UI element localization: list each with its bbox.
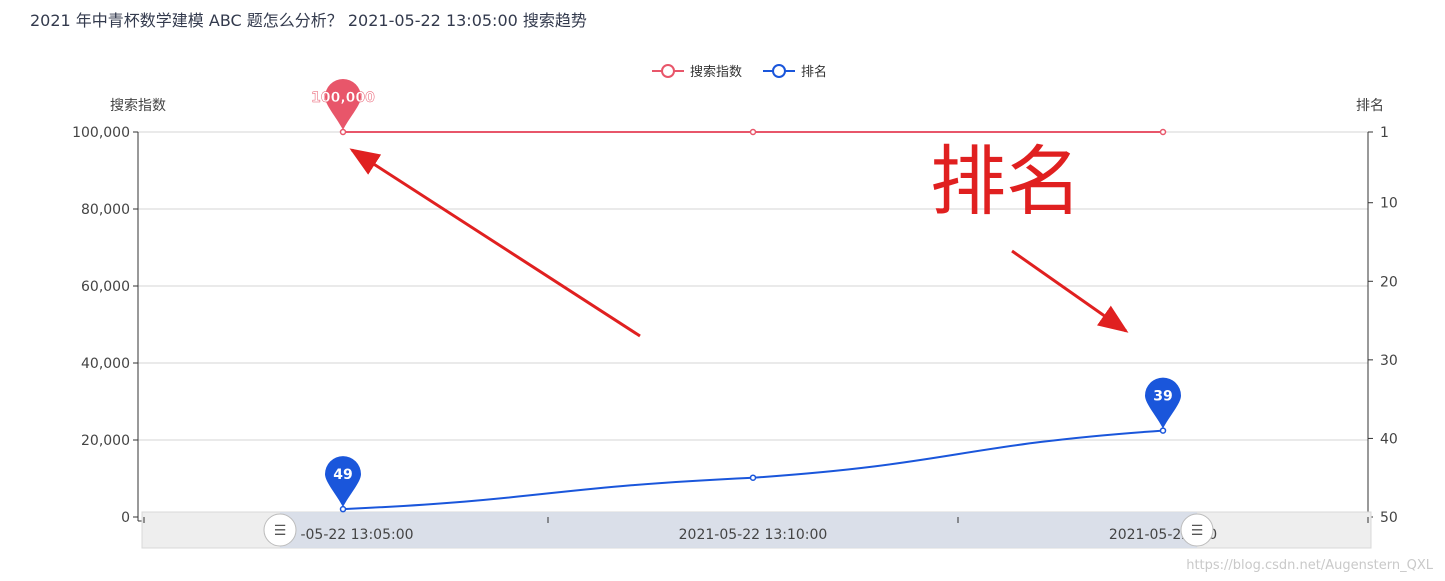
- data-point[interactable]: [1159, 128, 1167, 136]
- handle-grip-icon: ☰: [1191, 523, 1204, 539]
- right-tick-label: 30: [1380, 353, 1398, 369]
- data-point[interactable]: [339, 128, 347, 136]
- page-title: 2021 年中青杯数学建模 ABC 题怎么分析？ 2021-05-22 13:0…: [30, 11, 587, 30]
- marker-label: 100,000: [311, 90, 375, 106]
- data-zoom-left-handle[interactable]: ☰: [263, 513, 297, 547]
- legend-circle-icon: [772, 64, 786, 78]
- x-tick-label: -05-22 13:05:00: [300, 527, 413, 543]
- data-zoom-right-handle-knob[interactable]: [1180, 513, 1214, 547]
- data-point[interactable]: [749, 128, 757, 136]
- marker-label: 49: [333, 467, 352, 483]
- annotation-arrow-up: [349, 148, 641, 338]
- legend-label: 搜索指数: [690, 65, 742, 80]
- annotation-text: 排名: [930, 137, 1082, 226]
- left-tick-label: 40,000: [81, 356, 130, 372]
- legend-item-rank[interactable]: 排名: [763, 64, 827, 80]
- series-layer: [339, 128, 1167, 513]
- data-point[interactable]: [749, 474, 757, 481]
- left-tick-label: 0: [121, 510, 130, 526]
- x-tick-label: 2021-05-22 13:10:00: [679, 527, 828, 543]
- marker-label: 39: [1153, 389, 1172, 405]
- left-y-ticks: 0 20,000 40,000 60,000 80,000 100,000: [72, 125, 138, 526]
- left-y-axis-label: 搜索指数: [110, 97, 166, 114]
- grid-lines: [138, 131, 1368, 441]
- series-line-1: [342, 429, 1164, 511]
- right-y-axis-label: 排名: [1356, 98, 1384, 114]
- handle-grip-icon: ☰: [274, 523, 287, 539]
- left-tick-label: 100,000: [72, 125, 130, 141]
- legend-item-search-index[interactable]: 搜索指数: [652, 64, 742, 80]
- left-tick-label: 80,000: [81, 202, 130, 218]
- right-y-ticks: 1 10 20 30 40 50: [1368, 125, 1398, 526]
- marker-pin: [1145, 377, 1181, 429]
- right-tick-label: 50: [1380, 510, 1398, 526]
- data-zoom-slider[interactable]: [141, 511, 1372, 549]
- data-point[interactable]: [1159, 427, 1167, 434]
- right-tick-label: 40: [1380, 431, 1398, 447]
- annotation-overlay: 排名: [349, 137, 1129, 338]
- marker-pin: [325, 456, 361, 508]
- right-tick-label: 10: [1380, 196, 1398, 212]
- annotation-arrow-down: [1011, 249, 1129, 333]
- data-zoom-selected-range[interactable]: [280, 512, 1197, 548]
- marker-layer: 100,000 49 39: [311, 79, 1181, 508]
- right-tick-label: 1: [1380, 125, 1389, 141]
- legend-label: 排名: [801, 64, 827, 80]
- data-zoom-left-handle-knob[interactable]: [263, 513, 297, 547]
- legend: 搜索指数 排名: [652, 64, 827, 80]
- data-zoom-right-handle[interactable]: ☰: [1180, 513, 1214, 547]
- legend-circle-icon: [661, 64, 675, 78]
- right-tick-label: 20: [1380, 274, 1398, 290]
- watermark: https://blog.csdn.net/Augenstern_QXL: [1186, 558, 1433, 573]
- left-tick-label: 20,000: [81, 433, 130, 449]
- marker-pin: [325, 79, 361, 130]
- data-point[interactable]: [339, 505, 347, 513]
- left-tick-label: 60,000: [81, 279, 130, 295]
